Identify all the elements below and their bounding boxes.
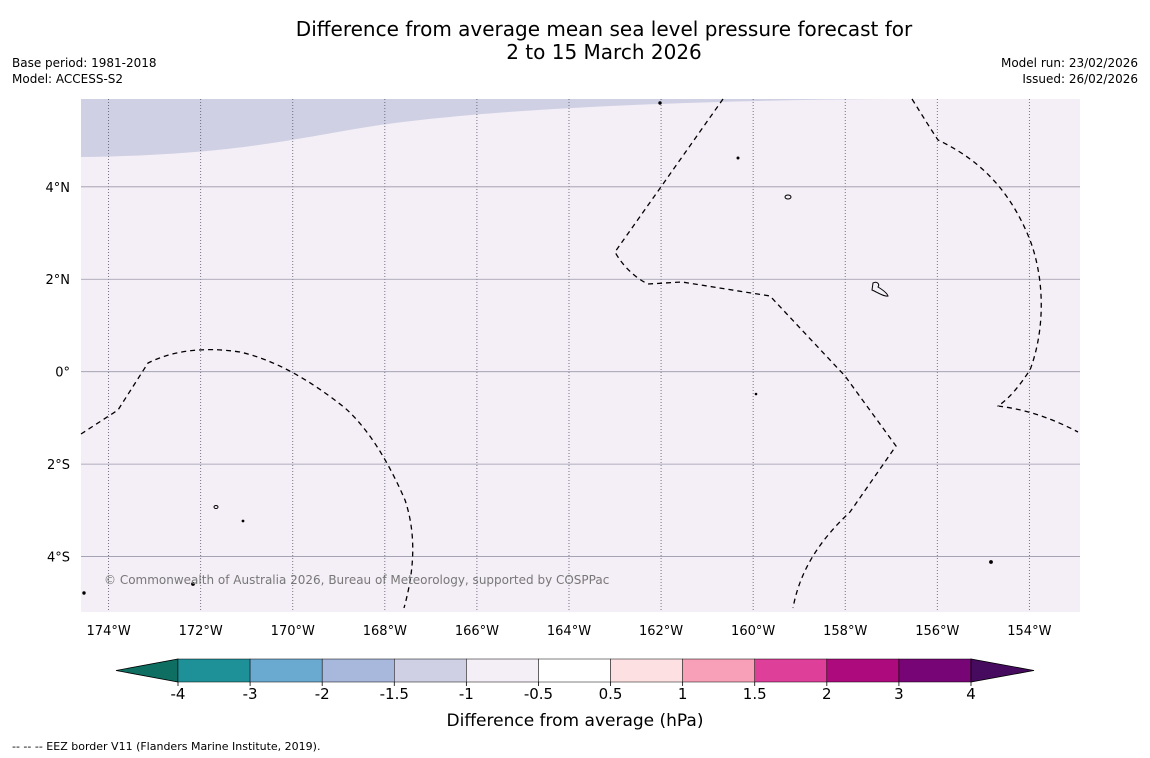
lon-tick-label: 160°W [731,624,775,639]
lat-tick-label: 4°N [46,181,71,196]
colorbar-tick-label: -2 [315,685,330,703]
colorbar-segment [249,658,323,683]
colorbar-tick-label: -4 [171,685,186,703]
title-line-2: 2 to 15 March 2026 [506,40,702,64]
lat-tick-label: 0° [55,366,70,381]
island [871,281,889,297]
colorbar-segment [394,658,467,683]
title-line-1: Difference from average mean sea level p… [295,17,913,41]
lon-tick-label: 158°W [823,624,867,639]
colorbar-tick-label: -0.5 [524,685,553,703]
graticule [81,99,1080,612]
colorbar-tick-label: -3 [243,685,258,703]
colorbar-extend-low [115,658,179,683]
negative-anomaly-region [81,99,900,157]
meta-right: Model run: 23/02/2026 Issued: 26/02/2026 [1001,55,1138,87]
eez-footnote: -- -- -- EEZ border V11 (Flanders Marine… [12,740,321,753]
lon-tick-label: 166°W [455,624,499,639]
axis-labels: 174°W 172°W 170°W 168°W 166°W 164°W 162°W 160°W… [46,181,1052,639]
lat-tick-label: 2°S [47,458,70,473]
lon-tick-label: 170°W [271,624,315,639]
lon-tick-label: 156°W [915,624,959,639]
colorbar-segment [610,658,683,683]
island [191,582,195,586]
colorbar-tick-label: -1 [459,685,474,703]
colorbar-tick-label: 3 [894,685,904,703]
island [784,194,792,200]
model-run: Model run: 23/02/2026 [1000,56,1138,70]
colorbar-segment [538,658,611,683]
colorbar-tick-label: 1.5 [743,685,767,703]
base-period: Base period: 1981-2018 [12,56,157,70]
island [754,392,758,396]
colorbar-segment [682,658,755,683]
model-name: Model: ACCESS-S2 [12,72,124,86]
colorbar-tick-label: 0.5 [599,685,623,703]
colorbar-segment [177,658,251,683]
eez-border-line [80,349,414,609]
island [241,519,245,523]
islands [82,101,993,595]
colorbar-tick-label: 1 [678,685,688,703]
colorbar-segment [898,658,972,683]
island [82,591,86,595]
island [213,505,219,509]
lat-tick-label: 2°N [46,273,71,288]
lon-tick-label: 174°W [87,624,131,639]
chart-title: Difference from average mean sea level p… [0,18,1150,64]
lon-tick-label: 172°W [179,624,223,639]
colorbar: -4 -3 -2 -1.5 -1 -0.5 0.5 1 1.5 2 3 4 [115,658,1035,703]
copyright-text: © Commonwealth of Australia 2026, Bureau… [104,573,609,587]
eez-borders [80,98,1079,609]
island [989,560,993,564]
colorbar-tick-label: -1.5 [380,685,409,703]
issued-date: Issued: 26/02/2026 [1022,72,1138,86]
colorbar-tick-label: 2 [822,685,832,703]
lon-tick-label: 162°W [639,624,683,639]
map-background [81,99,1080,612]
island [736,156,740,160]
colorbar-segment [826,658,900,683]
lat-tick-label: 4°S [47,551,70,566]
colorbar-label: Difference from average (hPa) [447,711,704,731]
lon-tick-label: 168°W [363,624,407,639]
lon-tick-label: 164°W [547,624,591,639]
lon-tick-label: 154°W [1007,624,1051,639]
colorbar-segment [321,658,395,683]
meta-left: Base period: 1981-2018 Model: ACCESS-S2 [12,55,157,87]
colorbar-segment [466,658,539,683]
colorbar-tick-label: 4 [966,685,976,703]
island [658,101,662,105]
eez-border-line [911,98,1079,433]
colorbar-extend-high [970,658,1035,683]
colorbar-segment [754,658,828,683]
